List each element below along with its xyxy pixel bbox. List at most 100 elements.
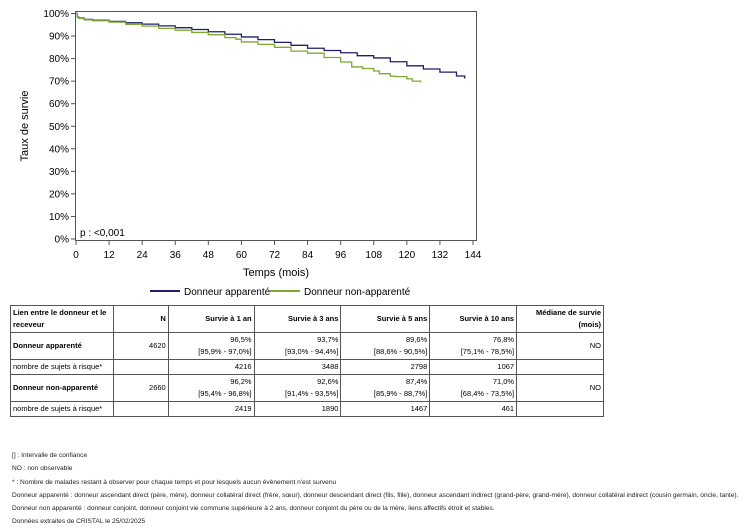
x-tick-label: 48 [203,250,215,261]
survival-value: 89,6% [405,335,428,344]
risk-value: 1890 [253,401,342,417]
risk-label: nombre de sujets à risque* [10,401,114,417]
header-1an: Survie à 1 an [167,305,255,333]
risk-value: 4216 [167,359,255,375]
x-tick-label: 0 [73,250,79,261]
survival-value: 96,2% [230,377,252,386]
risk-label: nombre de sujets à risque* [10,359,114,375]
risk-value: 3488 [253,359,342,375]
y-tick-label: 10% [49,212,69,223]
header-10ans: Survie à 10 ans [429,305,518,333]
plot-frame [75,11,477,241]
survival-value: 76,8% [492,335,515,344]
survival-cell: 71,0% [68,4% - 73,5%] [429,374,518,402]
x-tick-label: 36 [170,250,182,261]
risk-value: 461 [429,401,518,417]
series-line-apparente [76,12,466,79]
y-tick-label: 60% [49,99,69,110]
group-label: Donneur apparenté [10,332,114,360]
y-tick-label: 30% [49,167,69,178]
survival-value: 71,0% [492,377,515,386]
header-5ans: Survie à 5 ans [340,305,431,333]
survival-cell: 76,8% [75,1% - 78,5%] [429,332,518,360]
series-lines [76,12,466,83]
confidence-interval: [91,4% - 93,5%] [285,389,339,398]
footnote: * : Nombre de malades restant à observer… [12,478,337,486]
y-tick-label: 80% [49,54,69,65]
footnotes: [] : Intervalle de confiance NO : non ob… [12,449,738,529]
survival-value: 96,5% [230,335,252,344]
x-tick-label: 132 [432,250,449,261]
confidence-interval: [85,9% - 88,7%] [373,389,428,398]
confidence-interval: [68,4% - 73,5%] [460,389,515,398]
x-tick-label: 108 [365,250,382,261]
y-tick-label: 40% [49,144,69,155]
risk-value: 1067 [429,359,518,375]
footnote: Donneur non apparenté : donneur conjoint… [12,505,495,513]
table-row: Donneur non-apparenté 2660 96,2% [95,4% -… [10,374,604,402]
confidence-interval: [75,1% - 78,5%] [460,347,515,356]
table-row-risk: nombre de sujets à risque* 2419 1890 146… [10,401,604,417]
confidence-interval: [88,6% - 90,5%] [373,347,428,356]
header-n: N [112,305,169,333]
header-link: Lien entre le donneur et le receveur [10,305,114,333]
y-tick-label: 20% [49,189,69,200]
x-tick-label: 120 [398,250,415,261]
confidence-interval: [95,4% - 96,8%] [198,389,252,398]
survival-cell: 92,6% [91,4% - 93,5%] [253,374,342,402]
empty-cell [516,401,604,417]
confidence-interval: [93,0% - 94,4%] [285,347,339,356]
survival-value: 87,4% [405,377,428,386]
y-tick-label: 70% [49,77,69,88]
group-n: 4620 [112,332,169,360]
survival-cell: 87,4% [85,9% - 88,7%] [340,374,431,402]
y-tick-label: 0% [55,235,70,246]
risk-value: 2798 [340,359,431,375]
survival-cell: 89,6% [88,6% - 90,5%] [340,332,431,360]
x-axis: 0 12 24 36 48 60 72 84 96 108 120 132 144 [73,240,482,261]
x-tick-label: 12 [104,250,116,261]
legend: Donneur apparenté Donneur non-apparenté [150,287,411,298]
survival-cell: 96,2% [95,4% - 96,8%] [167,374,255,402]
survival-value: 92,6% [317,377,339,386]
y-tick-label: 90% [49,32,69,43]
table-row-risk: nombre de sujets à risque* 4216 3488 279… [10,359,604,375]
header-3ans: Survie à 3 ans [253,305,342,333]
x-axis-label: Temps (mois) [243,267,309,279]
confidence-interval: [95,9% - 97,0%] [198,347,252,356]
risk-value: 2419 [167,401,255,417]
x-tick-label: 60 [236,250,248,261]
median-cell: NO [516,332,604,360]
table-header-row: Lien entre le donneur et le receveur N S… [10,305,604,333]
table-row: Donneur apparenté 4620 96,5% [95,9% - 97,… [10,332,604,360]
x-tick-label: 96 [335,250,347,261]
y-axis: 0% 10% 20% 30% 40% 50% 60% 70% 80% 90% 100% [43,9,76,246]
header-mediane: Médiane de survie (mois) [516,305,604,333]
series-line-non-apparente [76,12,422,83]
y-tick-label: 50% [49,122,69,133]
survival-chart: 0% 10% 20% 30% 40% 50% 60% 70% 80% 90% 100% 0 12 24 3… [19,9,482,298]
x-tick-label: 84 [302,250,314,261]
risk-value: 1467 [340,401,431,417]
empty-cell [112,401,169,417]
group-n: 2660 [112,374,169,402]
legend-label-non-apparente: Donneur non-apparenté [304,287,411,298]
x-tick-label: 144 [465,250,482,261]
survival-cell: 96,5% [95,9% - 97,0%] [167,332,255,360]
x-tick-label: 72 [269,250,281,261]
empty-cell [516,359,604,375]
footnote: Données extraites de CRISTAL le 25/02/20… [12,518,146,526]
footnote: [] : Intervalle de confiance [12,452,88,459]
p-value-annotation: p : <0,001 [80,228,125,239]
y-tick-label: 100% [43,9,69,20]
survival-table: Lien entre le donneur et le receveur N S… [10,305,604,417]
survival-cell: 93,7% [93,0% - 94,4%] [253,332,342,360]
survival-value: 93,7% [317,335,339,344]
footnote: Donneur apparenté : donneur ascendant di… [12,491,739,499]
footnote: NO : non observable [12,465,73,473]
empty-cell [112,359,169,375]
y-axis-label: Taux de survie [19,91,31,162]
x-tick-label: 24 [137,250,149,261]
legend-label-apparente: Donneur apparenté [184,287,271,298]
median-cell: NO [516,374,604,402]
